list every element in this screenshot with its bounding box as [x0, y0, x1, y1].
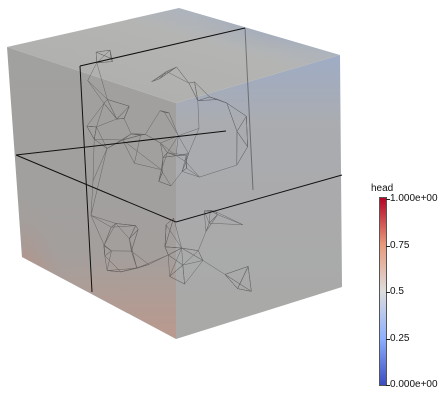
mesh-triangle: [181, 167, 200, 178]
mesh-triangle: [90, 215, 117, 228]
mesh-triangle: [205, 214, 218, 232]
mesh-edge: [96, 49, 111, 53]
mesh-edge: [197, 100, 200, 129]
colorbar-tick-label: 0.25: [390, 332, 410, 344]
mesh-triangle: [160, 110, 170, 114]
mesh-triangle: [122, 139, 162, 170]
mesh-edge: [247, 266, 252, 292]
mesh-triangle: [167, 152, 187, 156]
mesh-edge: [86, 103, 105, 127]
mesh-edge: [107, 99, 130, 107]
mesh-edge: [106, 250, 112, 271]
mesh-edge: [164, 112, 179, 136]
colorbar-tick-label: 0.75: [390, 239, 410, 251]
mesh-edge: [165, 224, 182, 249]
mesh-edge: [145, 134, 161, 144]
mesh-edge: [199, 164, 237, 178]
mesh-triangle: [214, 210, 243, 225]
mesh-edge: [134, 135, 141, 164]
mesh-triangle: [160, 135, 179, 157]
colorbar-tick-mark: [386, 385, 390, 386]
mesh-edge: [96, 118, 117, 128]
mesh-edge: [87, 80, 105, 104]
mesh-triangle: [136, 254, 169, 269]
mesh-edge: [198, 231, 207, 251]
cube-top-face-blue-region: [7, 8, 340, 103]
colorbar: [379, 197, 387, 386]
mesh-edge: [90, 215, 105, 246]
mesh-edge: [115, 223, 136, 226]
mesh-edge: [151, 66, 177, 82]
mesh-edge: [210, 210, 218, 215]
mesh-edge: [103, 227, 112, 246]
colorbar-tick-label: 1.000e+00: [390, 193, 438, 204]
cube-render: [7, 8, 343, 339]
mesh-edge: [170, 171, 183, 187]
mesh-edge: [158, 181, 172, 187]
mesh-edge: [168, 254, 183, 266]
mesh-edge: [96, 61, 113, 64]
mesh-edge: [202, 260, 226, 275]
mesh-triangle: [169, 264, 185, 285]
mesh-triangle: [87, 62, 108, 101]
mesh-edge: [94, 138, 108, 149]
cube-left-face-red-region: [7, 47, 176, 339]
mesh-triangle: [224, 265, 249, 290]
mesh-edge: [185, 161, 200, 178]
mesh-edge: [96, 103, 105, 128]
mesh-edge: [168, 112, 179, 136]
colorbar-tick-label: 0.000e+00: [390, 379, 438, 390]
mesh-edge: [226, 102, 247, 117]
mesh-triangle: [109, 50, 113, 62]
colorbar-tick-mark: [386, 338, 390, 340]
mesh-triangle: [181, 247, 204, 262]
mesh-triangle: [122, 133, 141, 141]
mesh-edge: [131, 251, 138, 269]
mesh-triangle: [129, 229, 139, 252]
mesh-triangle: [116, 106, 130, 120]
mesh-triangle: [104, 255, 122, 273]
mesh-edge: [123, 118, 132, 135]
mesh-edge: [184, 260, 204, 285]
mesh-triangle: [236, 130, 248, 167]
colorbar-tick-label: 0.5: [390, 286, 404, 297]
cube-right-face: [176, 55, 342, 339]
mesh-triangle: [209, 96, 227, 104]
mesh-edge: [145, 110, 161, 135]
legend-title: head: [371, 183, 394, 194]
block-edges: [15, 27, 343, 293]
colorbar-tick-mark: [386, 292, 390, 293]
mesh-edge: [209, 222, 243, 225]
mesh-triangle: [160, 142, 168, 158]
mesh-edge: [226, 102, 238, 132]
mesh-edge: [197, 99, 218, 101]
mesh-triangle: [204, 210, 216, 212]
mesh-edge: [129, 225, 136, 239]
mesh-triangle: [158, 168, 163, 182]
mesh-edge: [167, 135, 179, 153]
mesh-triangle: [164, 246, 183, 256]
mesh-edge: [173, 217, 182, 249]
mesh-edge: [176, 66, 190, 84]
mesh-edge: [181, 155, 187, 172]
mesh-triangle: [164, 217, 175, 247]
mesh-edge: [168, 254, 170, 277]
mesh-edge: [103, 244, 112, 252]
mesh-triangle: [86, 125, 97, 140]
mesh-triangle: [90, 148, 108, 216]
mesh-edge: [203, 210, 210, 224]
mesh-edge: [131, 250, 149, 265]
colorbar-tick-mark: [386, 245, 390, 247]
colorbar-tick-mark: [386, 199, 390, 200]
mesh-triangle: [188, 81, 199, 101]
mesh-edge: [115, 223, 130, 239]
mesh-triangle: [177, 127, 200, 155]
mesh-edge: [103, 103, 117, 120]
mesh-edge: [175, 155, 187, 163]
